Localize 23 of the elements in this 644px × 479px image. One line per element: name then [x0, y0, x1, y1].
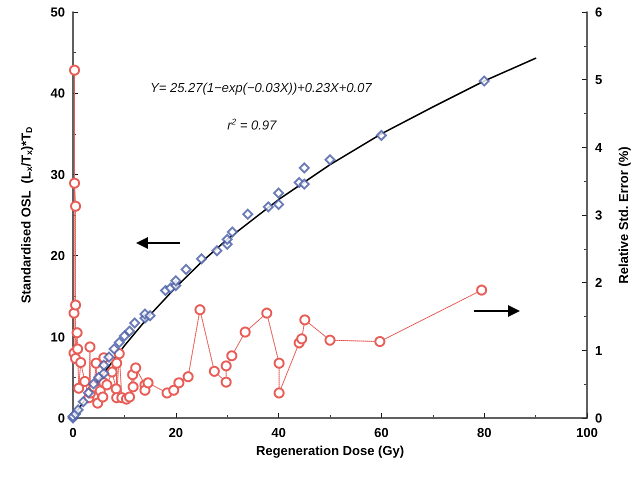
x-tick-label: 60	[374, 425, 389, 440]
y2-tick-label: 3	[595, 208, 602, 222]
y2-tick-label: 0	[595, 410, 602, 426]
y2-tick-label: 5	[595, 72, 602, 88]
x-axis-title: Regeneration Dose (Gy)	[256, 442, 404, 458]
y2-axis-title: Relative Std. Error (%)	[616, 146, 631, 284]
y-tick-label: 30	[50, 166, 65, 182]
annotation: Y= 25.27(1−exp(−0.03X))+0.23X+0.07	[150, 80, 372, 96]
x-tick-label: 100	[576, 425, 598, 440]
y-axis-title: Standardised OSL (Lx/Tx)*TD	[18, 126, 34, 304]
y2-tick-label: 2	[595, 275, 602, 290]
y-tick-label: 0	[58, 410, 65, 426]
x-tick-label: 80	[476, 425, 492, 440]
x-tick-label: 40	[271, 425, 286, 440]
y-tick-label: 40	[50, 86, 65, 101]
y-tick-label: 20	[50, 248, 65, 264]
x-tick-label: 0	[69, 425, 77, 440]
y-tick-label: 50	[50, 4, 65, 20]
x-tick-label: 20	[168, 425, 184, 440]
y2-tick-label: 4	[595, 140, 603, 155]
y2-tick-label: 1	[595, 342, 602, 358]
y2-tick-label: 6	[595, 4, 602, 20]
y-tick-label: 10	[50, 329, 65, 344]
